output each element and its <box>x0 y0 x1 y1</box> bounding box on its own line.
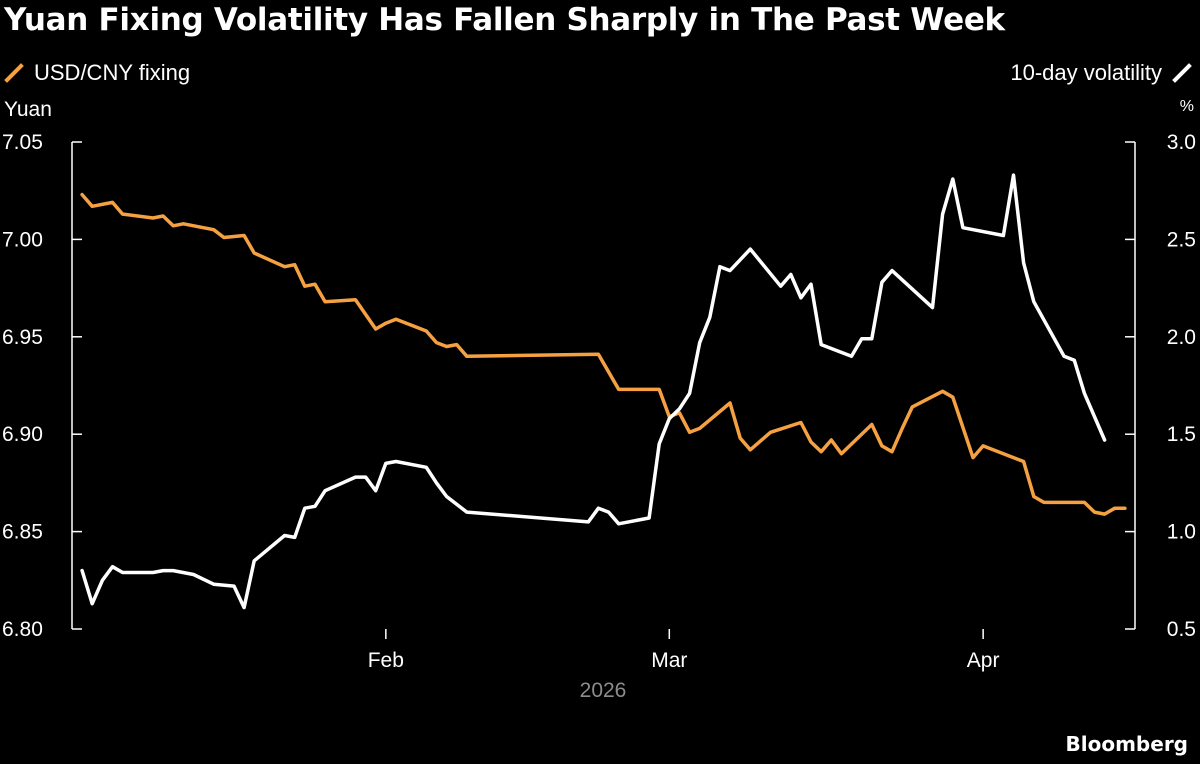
bloomberg-logo: Bloomberg <box>1065 732 1188 756</box>
legend-volatility-label: 10-day volatility <box>1010 60 1162 85</box>
right-tick-label: 2.0 <box>1167 326 1196 349</box>
usd-cny-fixing-line <box>80 192 1127 516</box>
fixing-legend-swatch <box>4 63 24 83</box>
x-tick-label: Apr <box>967 649 1000 672</box>
left-tick-label: 7.00 <box>2 228 43 251</box>
x-tick-label: Feb <box>368 649 404 672</box>
volatility-legend-swatch <box>1172 63 1192 83</box>
x-tick-label: Mar <box>651 649 687 672</box>
right-tick-label: 2.5 <box>1167 228 1196 251</box>
legend-fixing-label: USD/CNY fixing <box>34 60 191 85</box>
x-axis-year-label: 2026 <box>580 679 627 702</box>
legend-volatility: 10-day volatility <box>1010 60 1192 86</box>
volatility-swatch-line <box>1172 63 1192 83</box>
left-tick-label: 7.05 <box>2 131 43 154</box>
right-tick-label: 3.0 <box>1167 131 1196 154</box>
left-tick-label: 6.85 <box>2 521 43 544</box>
right-tick-label: 0.5 <box>1167 618 1196 641</box>
volatility-line <box>80 173 1107 610</box>
left-tick-label: 6.95 <box>2 326 43 349</box>
legend-fixing: USD/CNY fixing <box>4 60 190 86</box>
right-tick-label: 1.0 <box>1167 521 1196 544</box>
right-tick-label: 1.5 <box>1167 423 1196 446</box>
right-axis-unit: % <box>1179 98 1194 115</box>
left-tick-label: 6.90 <box>2 423 43 446</box>
left-axis-unit: Yuan <box>4 98 52 121</box>
chart-title: Yuan Fixing Volatility Has Fallen Sharpl… <box>4 2 1005 38</box>
fixing-swatch-line <box>4 63 24 83</box>
left-tick-label: 6.80 <box>2 618 43 641</box>
